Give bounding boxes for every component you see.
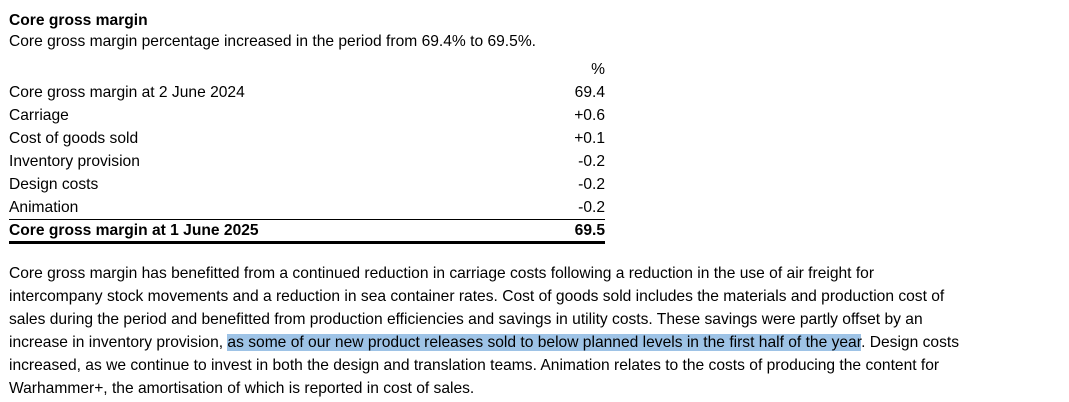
paragraph-line: increased, as we continue to invest in b… <box>9 357 940 374</box>
table-row: Animation -0.2 <box>9 196 605 219</box>
table-row: Inventory provision -0.2 <box>9 150 605 173</box>
paragraph-line: intercompany stock movements and a reduc… <box>9 288 945 305</box>
selected-text[interactable]: as some of our new product releases sold… <box>227 334 862 351</box>
row-value: -0.2 <box>578 153 605 170</box>
unit-header: % <box>591 61 605 78</box>
row-value: 69.4 <box>574 84 605 101</box>
row-value: +0.6 <box>574 107 605 124</box>
paragraph-line: increase in inventory provision, as some… <box>9 331 1061 354</box>
margin-bridge-table: % Core gross margin at 2 June 2024 69.4 … <box>9 58 605 244</box>
row-label: Inventory provision <box>9 153 140 170</box>
text-segment: increase in inventory provision, <box>9 334 228 351</box>
commentary-paragraph: Core gross margin has benefitted from a … <box>9 262 1061 400</box>
paragraph-line: Warhammer+, the amortisation of which is… <box>9 380 475 397</box>
table-header-row: % <box>9 58 605 81</box>
row-value: -0.2 <box>578 176 605 193</box>
row-label: Core gross margin at 2 June 2024 <box>9 84 245 101</box>
row-value: -0.2 <box>578 199 605 216</box>
table-row: Core gross margin at 2 June 2024 69.4 <box>9 81 605 104</box>
row-label: Carriage <box>9 107 69 124</box>
row-label: Design costs <box>9 176 99 193</box>
total-label: Core gross margin at 1 June 2025 <box>9 222 259 239</box>
section-intro: Core gross margin percentage increased i… <box>9 33 537 50</box>
table-row: Carriage +0.6 <box>9 104 605 127</box>
total-value: 69.5 <box>574 222 605 239</box>
section-heading: Core gross margin <box>9 12 148 29</box>
row-label: Animation <box>9 199 79 216</box>
table-total-row: Core gross margin at 1 June 2025 69.5 <box>9 219 605 244</box>
row-label: Cost of goods sold <box>9 130 139 147</box>
paragraph-line: sales during the period and benefitted f… <box>9 311 923 328</box>
table-row: Cost of goods sold +0.1 <box>9 127 605 150</box>
document-page: Core gross margin Core gross margin perc… <box>9 10 1059 397</box>
paragraph-line: Core gross margin has benefitted from a … <box>9 265 875 282</box>
row-value: +0.1 <box>574 130 605 147</box>
table-row: Design costs -0.2 <box>9 173 605 196</box>
text-segment: . Design costs <box>861 334 959 351</box>
